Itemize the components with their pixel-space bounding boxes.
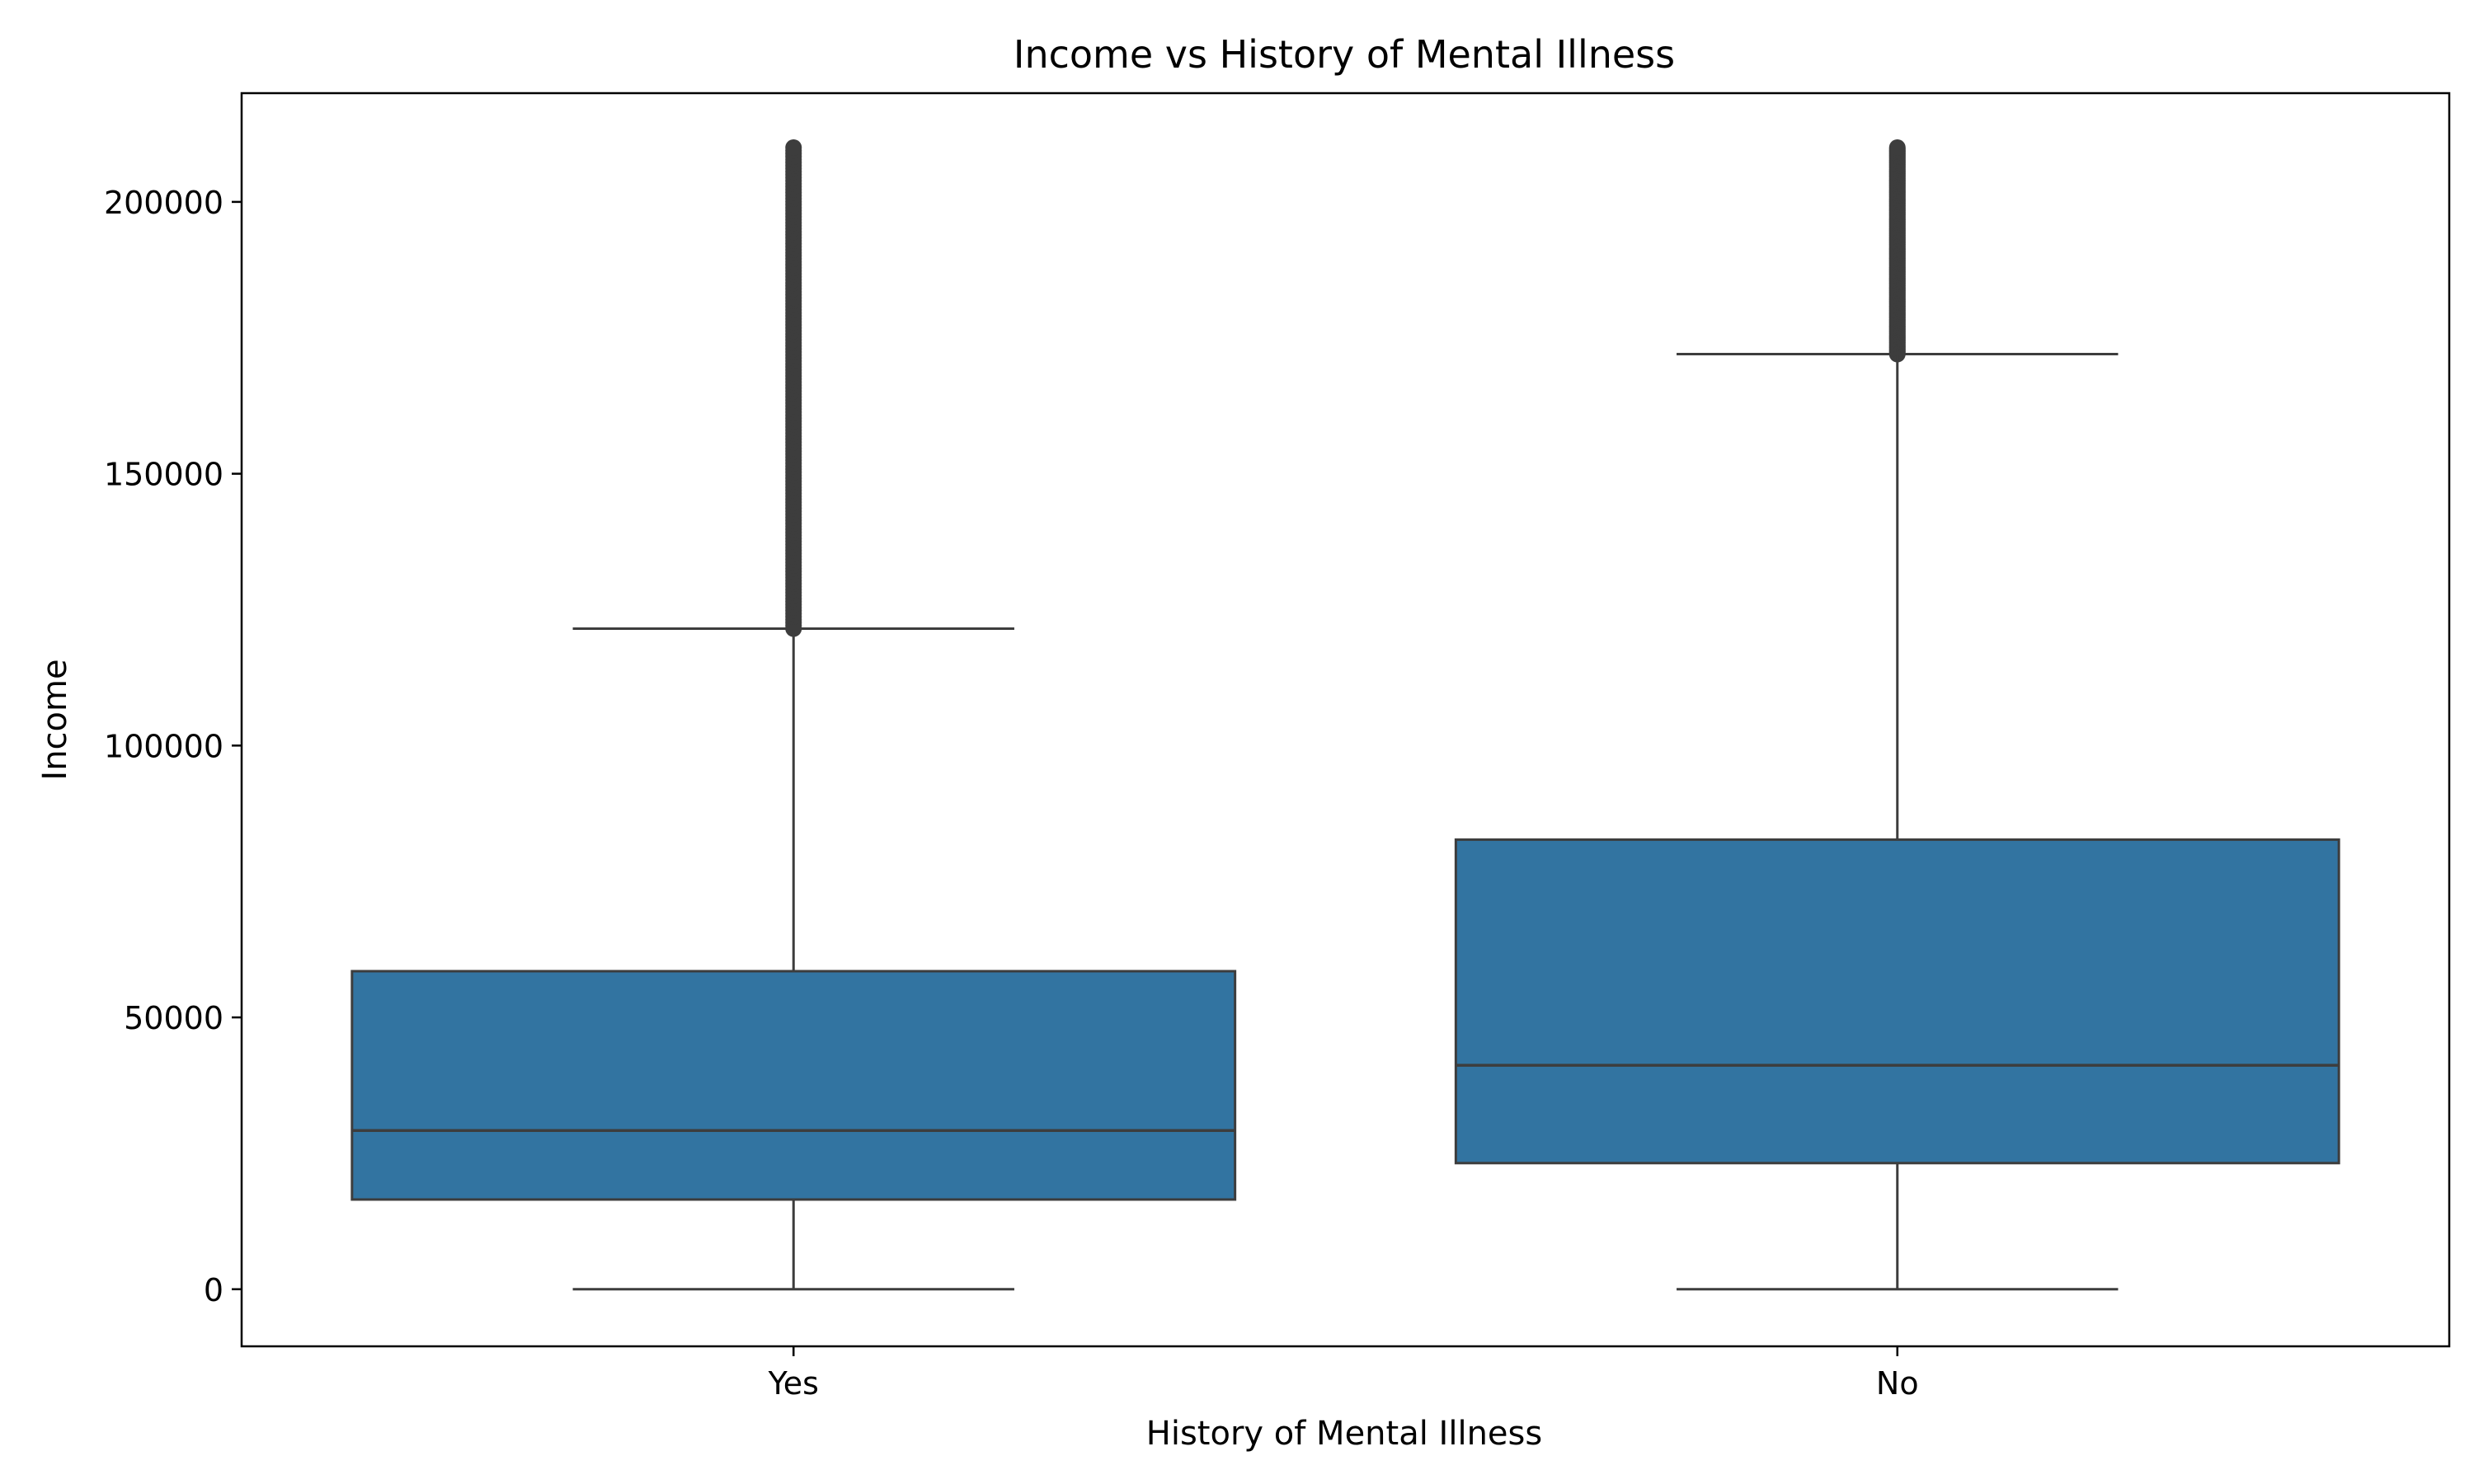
y-tick-label: 50000 (124, 1000, 223, 1036)
outlier-point (1888, 139, 1906, 156)
box-group-no (1454, 139, 2340, 1291)
y-axis-label: Income (36, 659, 74, 780)
chart-title: Income vs History of Mental Illness (1014, 32, 1675, 77)
x-axis: Yes No (768, 1346, 1919, 1402)
x-tick-label: Yes (768, 1365, 819, 1402)
box-group-yes (350, 139, 1237, 1291)
iqr-box (1454, 838, 2340, 1165)
x-tick-label: No (1876, 1365, 1919, 1402)
plot-frame (240, 92, 2451, 1348)
y-tick-label: 100000 (104, 728, 223, 764)
y-tick-label: 0 (204, 1272, 223, 1308)
y-axis: 0 50000 100000 150000 200000 (104, 185, 242, 1308)
boxes-layer (350, 139, 2340, 1291)
y-tick-label: 150000 (104, 457, 223, 493)
iqr-box (350, 970, 1237, 1201)
x-axis-label: History of Mental Illness (1146, 1415, 1542, 1453)
outlier-point (785, 139, 802, 156)
y-tick-label: 200000 (104, 185, 223, 221)
